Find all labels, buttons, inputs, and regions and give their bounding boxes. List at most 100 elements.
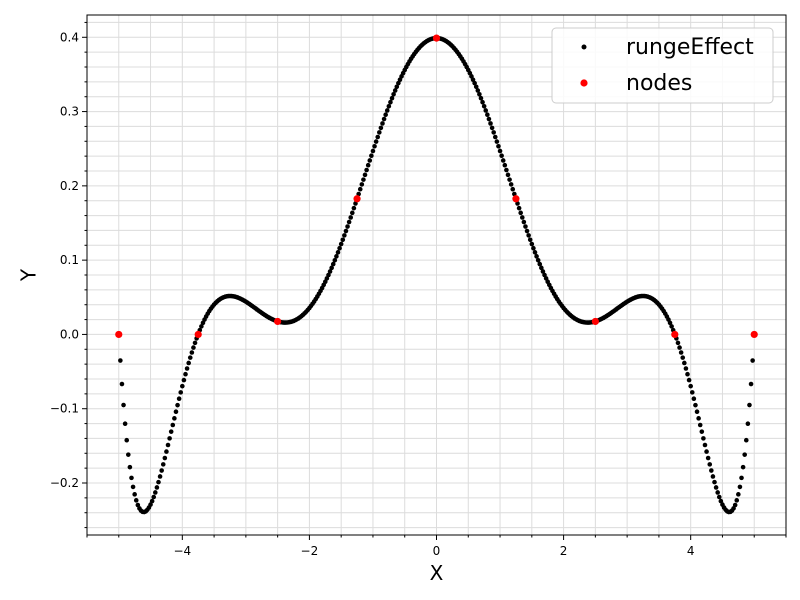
y-tick-label: 0.4 <box>60 30 79 44</box>
node-point <box>512 195 520 203</box>
runge-effect-point <box>737 484 743 490</box>
nodes-series <box>115 34 758 339</box>
runge-effect-point <box>162 455 168 461</box>
runge-effect-point <box>172 416 177 421</box>
y-tick-label: −0.2 <box>50 476 79 490</box>
runge-effect-point <box>507 177 512 182</box>
runge-effect-point <box>524 228 530 234</box>
runge-effect-point <box>694 409 700 415</box>
runge-effect-point <box>361 177 366 182</box>
runge-effect-point <box>504 167 509 173</box>
node-point <box>591 317 599 326</box>
runge-effect-point <box>175 402 180 408</box>
runge-effect-point <box>377 130 382 135</box>
runge-effect-point <box>497 148 503 154</box>
runge-effect-point <box>148 502 153 507</box>
runge-effect-point <box>481 103 487 109</box>
runge-effect-point <box>199 324 204 329</box>
runge-effect-point <box>693 402 698 408</box>
runge-effect-point <box>516 205 522 211</box>
runge-effect-point <box>510 186 516 192</box>
runge-effect-point <box>383 112 388 118</box>
legend-marker-nodes <box>580 79 588 87</box>
runge-effect-point <box>359 182 365 187</box>
runge-effect-point <box>364 167 369 173</box>
axis-ticks: −4 −2 0 2 4 −0.2 −0.1 0.0 0.1 0.2 0.3 0.4 <box>50 21 787 558</box>
runge-effect-point <box>667 320 673 326</box>
runge-effect-point <box>129 475 134 481</box>
runge-effect-point <box>164 449 169 454</box>
runge-effect-point <box>702 442 708 448</box>
y-tick-label: 0.0 <box>60 327 79 341</box>
runge-effect-point <box>523 224 528 229</box>
runge-effect-point <box>334 254 339 259</box>
runge-effect-point <box>183 371 188 377</box>
runge-effect-point <box>130 484 136 490</box>
runge-effect-point <box>526 233 531 238</box>
runge-effect-point <box>685 371 690 377</box>
runge-effect-point <box>734 498 740 503</box>
runge-effect-point <box>745 421 751 427</box>
runge-effect-point <box>388 99 393 105</box>
node-point <box>432 34 441 42</box>
runge-effect-point <box>351 205 357 211</box>
runge-effect-point <box>531 245 536 251</box>
runge-effect-point <box>372 143 377 149</box>
runge-effect-point <box>715 490 720 495</box>
runge-effect-point <box>154 485 160 490</box>
runge-effect-point <box>740 464 746 470</box>
runge-effect-point <box>189 350 195 355</box>
runge-effect-point <box>472 80 477 86</box>
runge-effect-point <box>186 360 191 366</box>
runge-effect-point <box>699 429 705 434</box>
runge-effect-point <box>496 143 501 149</box>
runge-effect-point <box>532 250 538 255</box>
runge-effect-point <box>675 340 681 346</box>
runge-effect-point <box>160 462 166 467</box>
runge-effect-point <box>537 261 543 267</box>
runge-effect-point <box>394 84 400 90</box>
runge-effect-point <box>156 479 161 485</box>
runge-effect-point <box>502 162 508 168</box>
runge-effect-point <box>678 350 684 355</box>
runge-effect-point <box>488 121 493 126</box>
runge-effect-point <box>192 340 198 346</box>
runge-effect-series <box>116 35 757 515</box>
legend-box <box>551 27 774 104</box>
runge-effect-point <box>168 429 174 434</box>
runge-effect-point <box>330 261 336 267</box>
runge-effect-point <box>329 265 334 271</box>
runge-effect-point <box>122 421 128 427</box>
runge-effect-point <box>527 237 533 243</box>
runge-effect-point <box>485 112 490 118</box>
runge-effect-point <box>170 422 176 428</box>
runge-effect-point <box>191 345 196 350</box>
runge-effect-point <box>119 381 125 387</box>
runge-effect-point <box>132 492 137 497</box>
runge-effect-point <box>478 95 484 101</box>
runge-effect-point <box>705 455 711 461</box>
runge-effect-point <box>126 452 131 457</box>
runge-effect-point <box>492 134 498 140</box>
runge-effect-point <box>539 265 544 271</box>
runge-effect-point <box>480 99 485 105</box>
runge-effect-point <box>739 475 744 481</box>
y-tick-label: 0.3 <box>60 105 79 119</box>
runge-effect-point <box>508 182 514 187</box>
runge-effect-point <box>133 498 139 503</box>
x-tick-label: −4 <box>173 544 191 558</box>
runge-effect-point <box>732 502 738 508</box>
runge-effect-point <box>396 80 401 86</box>
y-tick-label: −0.1 <box>50 402 79 416</box>
runge-effect-point <box>473 84 479 90</box>
runge-effect-point <box>338 241 344 247</box>
runge-effect-point <box>697 422 703 428</box>
runge-effect-point <box>540 269 546 274</box>
runge-effect-point <box>324 276 330 281</box>
runge-effect-point <box>686 377 692 383</box>
runge-effect-point <box>153 490 158 495</box>
grid-lines <box>86 15 787 535</box>
runge-effect-point <box>335 250 341 255</box>
runge-effect-point <box>180 383 185 389</box>
